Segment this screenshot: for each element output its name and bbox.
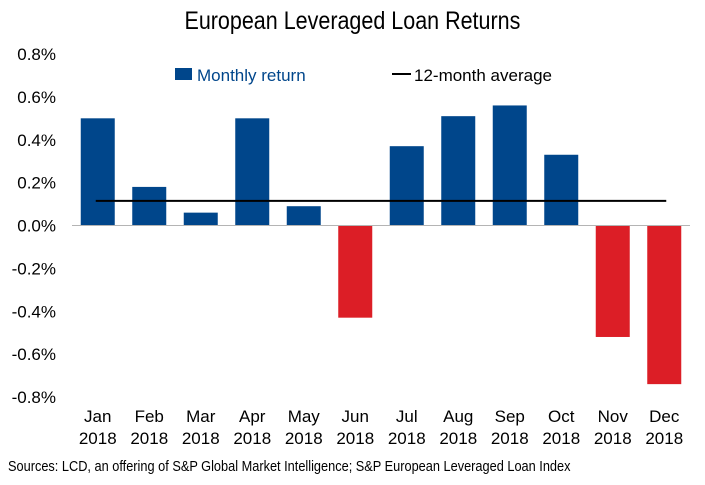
y-tick-label: 0.8% xyxy=(17,45,56,64)
legend: Monthly return 12-month average xyxy=(175,66,552,85)
x-tick-label: Dec 2018 xyxy=(645,407,683,448)
y-tick-label: 0.2% xyxy=(17,174,56,193)
bar-jan xyxy=(80,118,115,226)
y-tick-label: -0.4% xyxy=(12,302,56,321)
x-tick-label: Jan 2018 xyxy=(79,407,117,448)
source-note: Sources: LCD, an offering of S&P Global … xyxy=(8,459,571,475)
legend-label-12-month-average: 12-month average xyxy=(414,66,552,85)
bar-jul xyxy=(389,146,424,226)
x-tick-label: Nov 2018 xyxy=(594,407,632,448)
y-tick-label: -0.6% xyxy=(12,345,56,364)
x-tick-label: Mar 2018 xyxy=(182,407,220,448)
legend-swatch-monthly-return xyxy=(175,68,192,80)
x-tick-label: May 2018 xyxy=(285,407,323,448)
y-tick-label: -0.8% xyxy=(12,388,56,407)
bar-mar xyxy=(183,212,218,226)
bar-oct xyxy=(544,154,579,226)
x-tick-label: Sep 2018 xyxy=(491,407,529,448)
bar-jun xyxy=(338,225,373,318)
bar-sep xyxy=(492,105,527,226)
x-tick-label: Aug 2018 xyxy=(439,407,477,448)
bars xyxy=(80,105,682,385)
bar-dec xyxy=(647,225,682,385)
y-tick-label: 0.0% xyxy=(17,217,56,236)
bar-may xyxy=(286,206,321,226)
x-axis-tick-labels: Jan 2018 Feb 2018 Mar 2018 Apr 2018 May 2018 Jun 20… xyxy=(79,407,683,448)
chart-title: European Leveraged Loan Returns xyxy=(184,7,521,35)
x-tick-label: Apr 2018 xyxy=(233,407,271,448)
bar-apr xyxy=(235,118,270,226)
bar-nov xyxy=(595,225,630,337)
x-tick-label: Oct 2018 xyxy=(542,407,580,448)
x-tick-label: Jul 2018 xyxy=(388,407,426,448)
y-tick-label: 0.4% xyxy=(17,131,56,150)
legend-label-monthly-return: Monthly return xyxy=(197,66,306,85)
x-tick-label: Jun 2018 xyxy=(336,407,374,448)
y-axis-tick-labels: 0.8% 0.6% 0.4% 0.2% 0.0% -0.2% -0.4% -0.6% -0.8% xyxy=(12,45,56,407)
y-tick-label: -0.2% xyxy=(12,259,56,278)
y-tick-label: 0.6% xyxy=(17,88,56,107)
bar-aug xyxy=(441,116,476,226)
bar-feb xyxy=(132,186,167,226)
x-tick-label: Feb 2018 xyxy=(130,407,168,448)
